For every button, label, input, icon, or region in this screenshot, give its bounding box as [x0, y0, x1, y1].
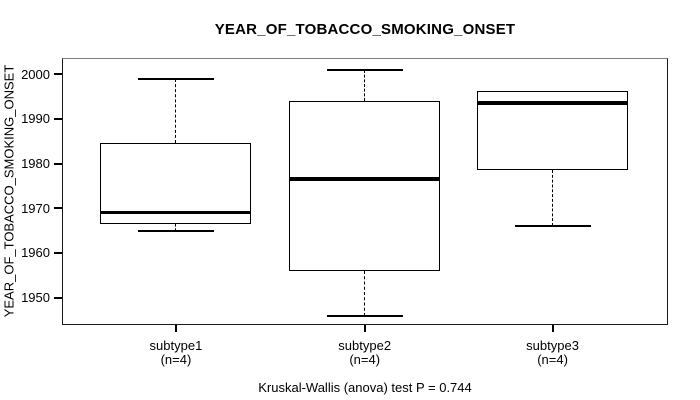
whisker-cap-lower-subtype3 — [514, 225, 591, 228]
x-category-label-subtype3: subtype3 (n=4) — [483, 339, 623, 367]
median-subtype2 — [289, 177, 441, 181]
whisker-cap-lower-subtype1 — [137, 229, 214, 232]
x-tick — [551, 325, 554, 332]
y-tick-label: 1990 — [21, 111, 50, 127]
sample-size-label: (n=4) — [349, 352, 381, 367]
sample-size-label: (n=4) — [537, 352, 568, 367]
stat-test-annotation: Kruskal-Wallis (anova) test P = 0.744 — [258, 380, 472, 395]
x-tick — [363, 325, 366, 332]
x-tick — [174, 325, 177, 332]
category-name: subtype3 — [526, 338, 579, 353]
y-tick-label: 1960 — [21, 245, 50, 261]
y-tick — [54, 207, 62, 210]
y-tick-label: 1950 — [21, 290, 50, 306]
y-axis-label: YEAR_OF_TOBACCO_SMOKING_ONSET — [1, 64, 17, 318]
x-category-label-subtype2: subtype2 (n=4) — [295, 339, 435, 367]
box-subtype1 — [100, 143, 252, 224]
whisker-lower-subtype2 — [363, 270, 365, 316]
chart-title: YEAR_OF_TOBACCO_SMOKING_ONSET — [214, 21, 516, 38]
whisker-upper-subtype1 — [175, 78, 177, 144]
y-tick — [54, 117, 62, 120]
median-subtype3 — [477, 101, 629, 105]
y-tick-label: 1980 — [21, 156, 50, 172]
whisker-lower-subtype1 — [175, 223, 177, 231]
x-category-label-subtype1: subtype1 (n=4) — [106, 339, 246, 367]
median-subtype1 — [100, 210, 252, 215]
category-name: subtype1 — [149, 338, 203, 353]
box-subtype2 — [289, 100, 441, 271]
whisker-upper-subtype2 — [363, 69, 365, 101]
category-name: subtype2 — [338, 338, 392, 353]
y-tick — [54, 251, 62, 254]
y-tick — [54, 162, 62, 165]
y-tick-label: 2000 — [21, 66, 50, 82]
sample-size-label: (n=4) — [160, 352, 192, 367]
whisker-cap-upper-subtype2 — [326, 68, 403, 71]
y-tick — [54, 296, 62, 299]
y-tick — [54, 73, 62, 76]
whisker-cap-lower-subtype2 — [326, 314, 403, 317]
whisker-lower-subtype3 — [551, 170, 553, 227]
y-tick-label: 1970 — [21, 200, 50, 216]
whisker-cap-upper-subtype1 — [137, 77, 214, 80]
